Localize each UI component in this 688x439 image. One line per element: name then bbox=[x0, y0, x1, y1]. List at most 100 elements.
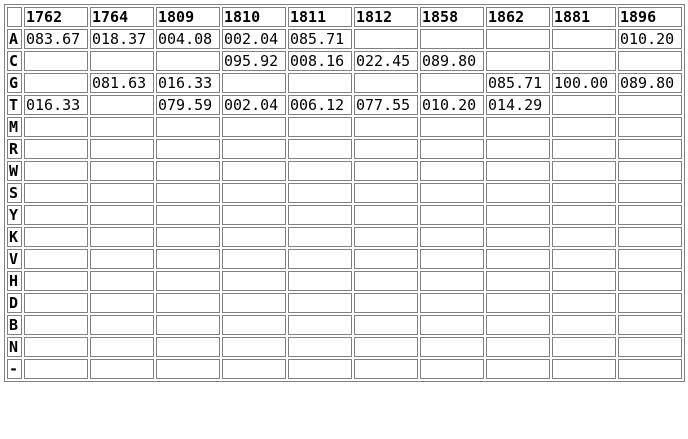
table-cell bbox=[24, 227, 88, 247]
table-cell bbox=[156, 227, 220, 247]
table-row: D bbox=[7, 293, 682, 313]
table-cell: 016.33 bbox=[156, 73, 220, 93]
table-cell bbox=[24, 73, 88, 93]
table-row: T 016.33 079.59 002.04 006.12 077.55 010.20 014… bbox=[7, 95, 682, 115]
table-cell bbox=[222, 73, 286, 93]
table-cell bbox=[618, 183, 682, 203]
table-cell bbox=[420, 139, 484, 159]
column-header: 1811 bbox=[288, 7, 352, 27]
table-cell bbox=[486, 227, 550, 247]
table-cell bbox=[24, 51, 88, 71]
table-cell: 085.71 bbox=[486, 73, 550, 93]
row-header: M bbox=[7, 117, 22, 137]
table-cell bbox=[552, 205, 616, 225]
frequency-table: 1762 1764 1809 1810 1811 1812 1858 1862 1881 1896… bbox=[4, 4, 685, 382]
table-cell bbox=[90, 161, 154, 181]
row-header: V bbox=[7, 249, 22, 269]
table-cell bbox=[156, 271, 220, 291]
table-cell bbox=[288, 205, 352, 225]
table-cell: 018.37 bbox=[90, 29, 154, 49]
table-cell bbox=[354, 337, 418, 357]
table-cell bbox=[420, 161, 484, 181]
table-cell bbox=[354, 249, 418, 269]
row-header: C bbox=[7, 51, 22, 71]
row-header: H bbox=[7, 271, 22, 291]
table-cell bbox=[24, 205, 88, 225]
table-cell bbox=[354, 227, 418, 247]
table-cell: 002.04 bbox=[222, 29, 286, 49]
table-cell bbox=[222, 183, 286, 203]
corner-cell bbox=[7, 7, 22, 27]
table-cell bbox=[354, 359, 418, 379]
table-cell: 008.16 bbox=[288, 51, 352, 71]
table-cell bbox=[222, 161, 286, 181]
table-cell bbox=[24, 249, 88, 269]
table-cell: 089.80 bbox=[618, 73, 682, 93]
table-cell bbox=[90, 293, 154, 313]
table-cell bbox=[90, 95, 154, 115]
table-cell bbox=[420, 271, 484, 291]
table-cell bbox=[420, 117, 484, 137]
table-cell bbox=[486, 359, 550, 379]
table-cell bbox=[288, 271, 352, 291]
table-row: H bbox=[7, 271, 682, 291]
row-header: - bbox=[7, 359, 22, 379]
table-cell bbox=[222, 227, 286, 247]
table-cell bbox=[24, 315, 88, 335]
table-cell bbox=[288, 73, 352, 93]
table-cell bbox=[420, 29, 484, 49]
table-cell bbox=[354, 315, 418, 335]
table-cell bbox=[354, 139, 418, 159]
table-cell bbox=[552, 161, 616, 181]
table-cell bbox=[486, 117, 550, 137]
table-cell bbox=[354, 205, 418, 225]
column-header: 1858 bbox=[420, 7, 484, 27]
table-cell bbox=[486, 271, 550, 291]
table-cell bbox=[552, 315, 616, 335]
table-row: C 095.92 008.16 022.45 089.80 bbox=[7, 51, 682, 71]
table-cell: 095.92 bbox=[222, 51, 286, 71]
table-cell: 022.45 bbox=[354, 51, 418, 71]
table-cell bbox=[420, 205, 484, 225]
column-header: 1809 bbox=[156, 7, 220, 27]
table-cell bbox=[288, 139, 352, 159]
table-cell bbox=[288, 337, 352, 357]
table-cell bbox=[618, 271, 682, 291]
row-header: A bbox=[7, 29, 22, 49]
table-cell bbox=[618, 227, 682, 247]
table-cell bbox=[420, 249, 484, 269]
table-cell bbox=[222, 359, 286, 379]
table-cell bbox=[618, 337, 682, 357]
table-cell bbox=[618, 95, 682, 115]
row-header: S bbox=[7, 183, 22, 203]
table-cell bbox=[420, 183, 484, 203]
table-row: B bbox=[7, 315, 682, 335]
table-cell bbox=[420, 315, 484, 335]
table-cell bbox=[552, 227, 616, 247]
table-cell bbox=[288, 161, 352, 181]
column-header: 1764 bbox=[90, 7, 154, 27]
table-cell bbox=[354, 117, 418, 137]
table-cell bbox=[24, 337, 88, 357]
table-cell bbox=[288, 227, 352, 247]
table-cell bbox=[552, 337, 616, 357]
column-header: 1862 bbox=[486, 7, 550, 27]
table-cell bbox=[618, 315, 682, 335]
table-cell bbox=[618, 51, 682, 71]
table-row: W bbox=[7, 161, 682, 181]
row-header: D bbox=[7, 293, 22, 313]
table-cell bbox=[618, 359, 682, 379]
table-body: A 083.67 018.37 004.08 002.04 085.71 010.20 C 09… bbox=[7, 29, 682, 379]
table-cell bbox=[24, 161, 88, 181]
header-row: 1762 1764 1809 1810 1811 1812 1858 1862 1881 1896 bbox=[7, 7, 682, 27]
table-cell bbox=[288, 249, 352, 269]
table-cell bbox=[420, 73, 484, 93]
table-cell bbox=[354, 73, 418, 93]
table-row: R bbox=[7, 139, 682, 159]
table-cell bbox=[486, 315, 550, 335]
table-cell bbox=[222, 271, 286, 291]
table-cell bbox=[222, 117, 286, 137]
table-cell bbox=[222, 337, 286, 357]
table-cell bbox=[156, 117, 220, 137]
table-cell bbox=[156, 51, 220, 71]
